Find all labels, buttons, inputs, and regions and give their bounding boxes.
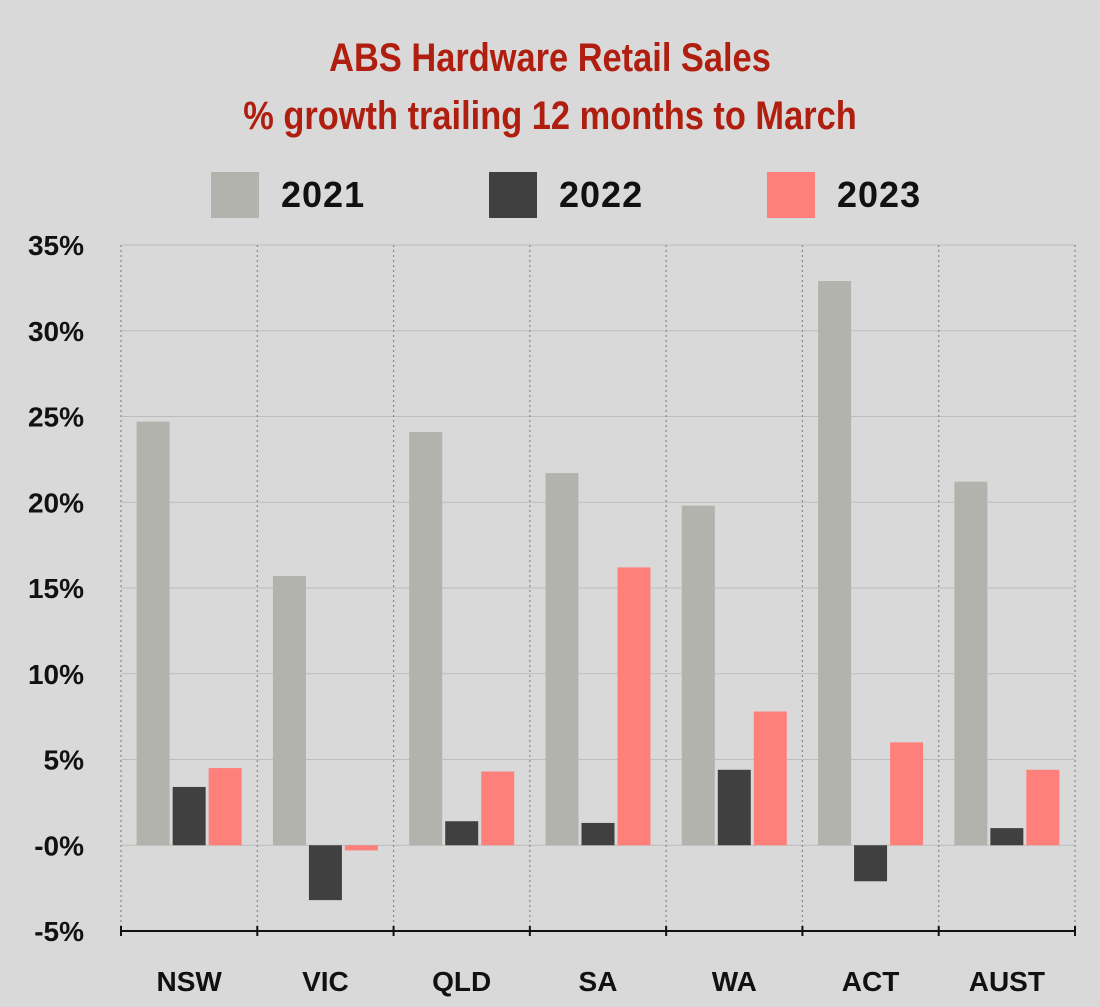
y-tick-label: 10%: [28, 659, 84, 690]
bar-sa-2023: [617, 567, 651, 846]
chart-title: ABS Hardware Retail Sales: [329, 36, 771, 80]
y-tick-label: 25%: [28, 402, 84, 433]
bar-wa-2021: [681, 505, 715, 846]
chart-subtitle: % growth trailing 12 months to March: [243, 94, 857, 138]
bar-qld-2021: [409, 431, 443, 846]
bar-qld-2023: [481, 771, 515, 846]
legend-swatch-2023: [767, 172, 815, 218]
bar-act-2023: [890, 742, 924, 846]
x-tick-label: ACT: [842, 966, 900, 997]
x-tick-label: NSW: [156, 966, 222, 997]
legend-label-2021: 2021: [281, 174, 366, 215]
legend-label-2022: 2022: [559, 174, 644, 215]
x-tick-label: QLD: [432, 966, 491, 997]
bar-aust-2021: [954, 481, 988, 846]
x-tick-label: VIC: [302, 966, 349, 997]
y-tick-label: -5%: [34, 916, 84, 947]
bar-sa-2021: [545, 473, 579, 846]
bar-wa-2023: [753, 711, 787, 846]
bar-wa-2022: [717, 769, 751, 846]
legend-swatch-2022: [489, 172, 537, 218]
bar-vic-2022: [308, 845, 342, 901]
y-tick-label: -0%: [34, 830, 84, 861]
bar-aust-2023: [1026, 769, 1060, 846]
y-tick-label: 5%: [44, 745, 85, 776]
x-tick-label: AUST: [969, 966, 1045, 997]
legend-label-2023: 2023: [837, 174, 922, 215]
bar-aust-2022: [990, 828, 1024, 846]
legend-swatch-2021: [211, 172, 259, 218]
bar-vic-2021: [272, 575, 306, 846]
bar-nsw-2021: [136, 421, 170, 846]
bar-act-2022: [854, 845, 888, 882]
bar-sa-2022: [581, 822, 615, 846]
y-tick-label: 35%: [28, 230, 84, 261]
x-tick-label: SA: [579, 966, 618, 997]
y-tick-label: 30%: [28, 316, 84, 347]
y-tick-label: 20%: [28, 487, 84, 518]
bar-qld-2022: [445, 821, 479, 846]
x-tick-label: WA: [712, 966, 757, 997]
bar-vic-2023: [344, 845, 378, 851]
bar-nsw-2022: [172, 786, 206, 846]
bar-nsw-2023: [208, 768, 242, 846]
y-tick-label: 15%: [28, 573, 84, 604]
bar-act-2021: [818, 281, 852, 846]
